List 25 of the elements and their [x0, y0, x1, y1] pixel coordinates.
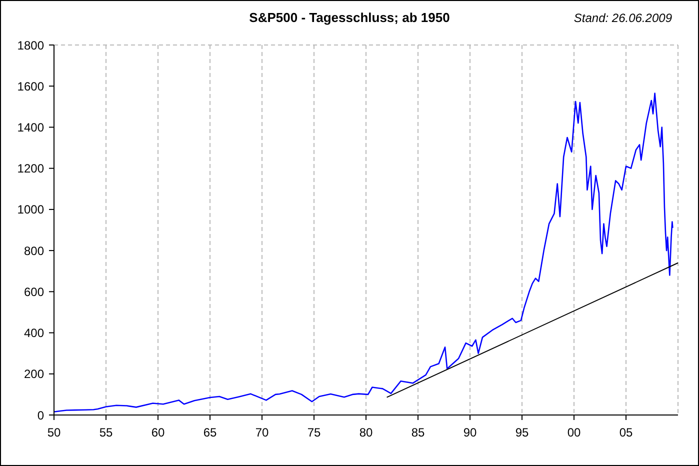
x-tick-label: 55	[99, 426, 113, 440]
x-tick-label: 85	[411, 426, 425, 440]
y-tick-label: 1200	[17, 162, 44, 176]
y-tick-label: 400	[24, 326, 44, 340]
y-tick-label: 1400	[17, 120, 44, 134]
x-tick-label: 00	[567, 426, 581, 440]
x-tick-label: 80	[359, 426, 373, 440]
y-tick-label: 200	[24, 367, 44, 382]
y-tick-label: 800	[24, 244, 44, 258]
x-tick-label: 05	[619, 426, 633, 440]
text: Stand: 26.06.2009	[574, 11, 672, 25]
line-series	[54, 92, 674, 412]
x-tick-label: 50	[47, 426, 61, 440]
y-tick-label: 1800	[17, 38, 44, 52]
y-tick-label: 600	[24, 284, 44, 299]
x-tick-label: 60	[151, 426, 165, 440]
x-tick-label: 95	[515, 426, 529, 440]
chart-title: S&P500 - Tagesschluss; ab 1950	[249, 10, 450, 25]
y-tick-label: 1000	[17, 202, 44, 217]
y-tick-label: 0	[37, 408, 44, 422]
x-tick-label: 75	[307, 426, 321, 440]
x-tick-label: 70	[255, 426, 269, 440]
x-tick-label: 90	[463, 426, 477, 440]
x-tick-label: 65	[203, 426, 217, 440]
y-tick-label: 1600	[17, 79, 44, 94]
